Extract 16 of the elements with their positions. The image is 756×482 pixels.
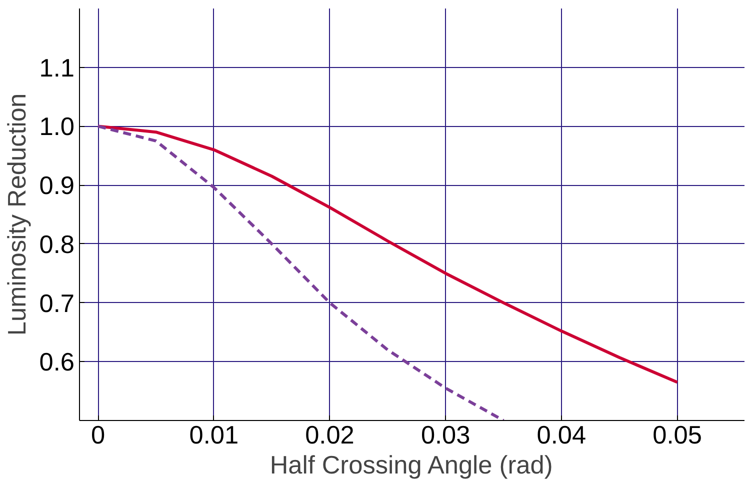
- x-tick-label: 0.05: [652, 422, 702, 450]
- x-tick-label: 0.02: [305, 422, 354, 450]
- y-tick-label: 1.0: [39, 113, 75, 142]
- y-tick-label: 0.7: [39, 290, 75, 318]
- y-axis-title: Luminosity Reduction: [3, 93, 32, 336]
- line-series: [96, 124, 679, 384]
- x-tick-label: 0.04: [536, 422, 586, 450]
- x-axis-title: Half Crossing Angle (rad): [270, 452, 553, 480]
- y-tick-label: 1.1: [39, 54, 75, 82]
- y-tick-label: 0.9: [39, 172, 75, 200]
- x-tick-label: 0: [90, 422, 106, 450]
- x-tick-label: 0.01: [189, 422, 239, 450]
- x-tick-label: 0.03: [420, 422, 470, 450]
- y-tick-label: 0.6: [39, 348, 75, 377]
- y-tick-label: 0.8: [39, 230, 75, 259]
- line-series: [96, 124, 506, 420]
